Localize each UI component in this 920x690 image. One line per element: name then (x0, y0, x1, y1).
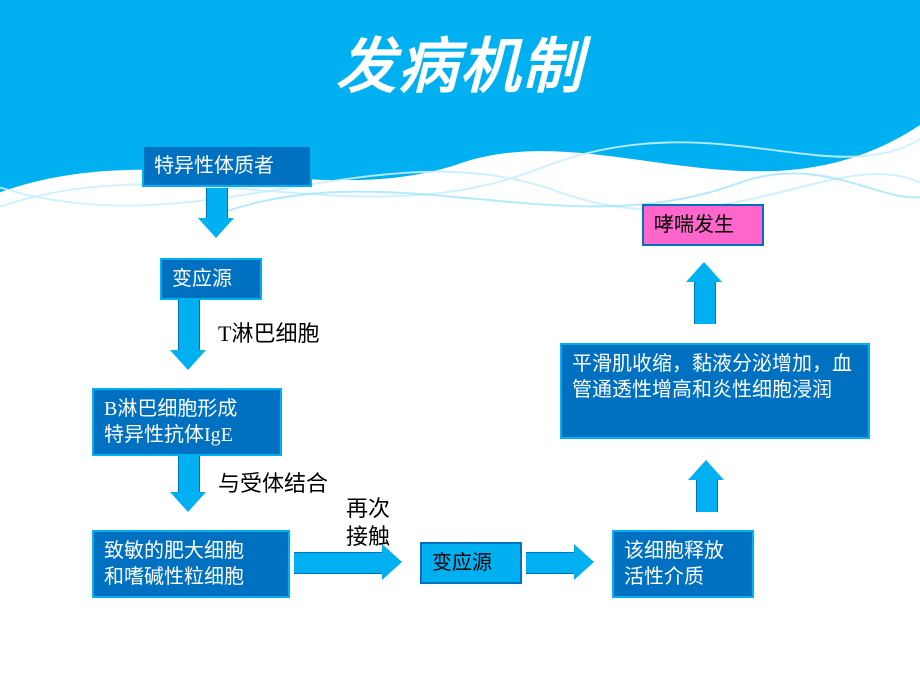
node-asthma-onset: 哮喘发生 (642, 204, 764, 246)
slide-title: 发病机制 (0, 18, 920, 105)
node-sensitized-cells: 致敏的肥大细胞和嗜碱性粒细胞 (92, 530, 290, 598)
node-allergen-1: 变应源 (160, 258, 262, 300)
node-allergen-2: 变应源 (420, 542, 522, 584)
label-t-lymphocyte: T淋巴细胞 (218, 320, 319, 348)
node-smooth-muscle-etc: 平滑肌收缩，黏液分泌增加，血管通透性增高和炎性细胞浸润 (560, 343, 870, 439)
label-receptor-binding: 与受体结合 (218, 470, 328, 498)
node-b-lymphocyte-ige: B淋巴细胞形成特异性抗体IgE (92, 388, 282, 456)
node-release-mediators: 该细胞释放活性介质 (612, 530, 754, 598)
label-re-exposure: 再次接触 (346, 495, 390, 550)
slide-stage: 发病机制 特异性体质者 变应源 B淋巴细胞形成特异性抗体IgE 致敏的肥大细胞和… (0, 0, 920, 690)
node-atopic-individual: 特异性体质者 (142, 145, 312, 187)
